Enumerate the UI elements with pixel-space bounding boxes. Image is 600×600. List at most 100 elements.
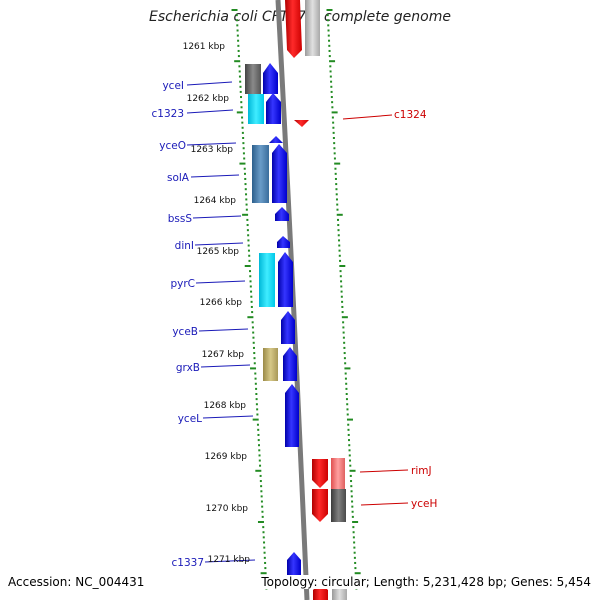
gene-label-c1323[interactable]: c1323 xyxy=(152,108,185,120)
minor-tick xyxy=(260,500,263,503)
minor-tick xyxy=(332,121,335,124)
gene-label-c1337[interactable]: c1337 xyxy=(172,557,205,569)
minor-tick xyxy=(245,193,248,196)
major-tick xyxy=(250,367,257,370)
minor-tick xyxy=(334,177,337,180)
minor-tick xyxy=(238,75,241,78)
gene-label-pyrC[interactable]: pyrC xyxy=(170,278,195,290)
minor-tick xyxy=(340,295,343,298)
scale-label: 1263 kbp xyxy=(191,145,234,155)
minor-tick xyxy=(255,387,258,390)
major-tick xyxy=(341,316,348,319)
minor-tick xyxy=(343,341,346,344)
scale-label: 1262 kbp xyxy=(187,94,230,104)
minor-tick xyxy=(345,393,348,395)
minor-tick xyxy=(349,464,352,467)
gene-label-solA[interactable]: solA xyxy=(167,172,190,184)
minor-tick xyxy=(256,423,259,426)
minor-tick xyxy=(343,352,346,355)
minor-tick xyxy=(252,341,255,344)
minor-tick xyxy=(336,203,339,206)
gene-label-yceH[interactable]: yceH xyxy=(411,498,437,510)
cog-box-yceI xyxy=(245,64,261,94)
minor-tick xyxy=(254,372,257,375)
cog-box-pyrC xyxy=(259,253,275,307)
gene-arrow-grxB xyxy=(283,347,297,381)
scale-label: 1265 kbp xyxy=(197,247,240,257)
minor-tick xyxy=(251,311,254,314)
minor-tick xyxy=(351,500,354,503)
minor-tick xyxy=(328,44,331,47)
minor-tick xyxy=(247,249,250,252)
minor-tick xyxy=(340,280,343,283)
topology-text: Topology: circular; Length: 5,231,428 bp… xyxy=(259,575,591,589)
minor-tick xyxy=(247,239,250,242)
gene-arrow-yceO xyxy=(269,136,283,143)
major-tick xyxy=(236,111,243,114)
minor-tick xyxy=(337,234,340,237)
minor-tick xyxy=(259,474,262,477)
major-tick xyxy=(244,265,251,267)
minor-tick xyxy=(330,96,333,99)
minor-tick xyxy=(334,172,337,175)
major-tick xyxy=(239,162,246,165)
minor-tick xyxy=(346,413,349,416)
minor-tick xyxy=(261,515,264,518)
gene-label-c1324[interactable]: c1324 xyxy=(394,109,427,121)
cog-box-grxB xyxy=(263,348,278,381)
gene-arrow-yceI xyxy=(263,63,278,94)
gene-label-yceO[interactable]: yceO xyxy=(159,140,186,152)
gene-arrow-yceB xyxy=(281,311,295,344)
gene-arrow-yceH xyxy=(312,489,328,522)
minor-tick xyxy=(349,474,352,477)
gene-label-grxB[interactable]: grxB xyxy=(176,362,200,374)
gene-arrow-bssS xyxy=(275,207,289,221)
minor-tick xyxy=(333,147,336,150)
minor-tick xyxy=(240,106,243,109)
minor-tick xyxy=(256,408,259,411)
minor-tick xyxy=(263,556,266,559)
minor-tick xyxy=(341,300,344,303)
minor-tick xyxy=(236,24,239,27)
gene-label-yceI[interactable]: yceI xyxy=(162,80,184,92)
gene-label-rimJ[interactable]: rimJ xyxy=(411,465,432,477)
minor-tick xyxy=(327,34,330,37)
minor-tick xyxy=(251,321,254,324)
minor-tick xyxy=(347,433,350,436)
minor-tick xyxy=(237,55,240,58)
minor-tick xyxy=(247,234,250,237)
cog-box-c1323 xyxy=(248,94,264,124)
minor-tick xyxy=(261,505,264,508)
major-tick xyxy=(260,572,267,575)
minor-tick xyxy=(245,208,248,211)
minor-tick xyxy=(241,116,244,119)
minor-tick xyxy=(239,80,242,83)
major-tick xyxy=(331,111,338,114)
minor-tick xyxy=(246,224,249,227)
gene-label-yceL[interactable]: yceL xyxy=(178,413,202,425)
gene-label-bssS[interactable]: bssS xyxy=(168,213,193,225)
minor-tick xyxy=(339,270,342,273)
minor-tick xyxy=(350,480,353,483)
gene-arrow-pyrC xyxy=(278,252,293,307)
cog-box-solA xyxy=(252,145,269,203)
minor-tick xyxy=(260,490,263,493)
minor-tick xyxy=(331,106,334,109)
minor-tick xyxy=(333,142,336,145)
gene-label-yceB[interactable]: yceB xyxy=(172,326,198,338)
minor-tick xyxy=(354,567,357,570)
minor-tick xyxy=(249,285,252,288)
minor-tick xyxy=(343,346,346,349)
minor-tick xyxy=(329,75,332,78)
minor-tick xyxy=(337,224,340,227)
gene-label-dinI[interactable]: dinI xyxy=(175,240,194,252)
minor-tick xyxy=(335,183,338,186)
minor-tick xyxy=(329,70,332,73)
minor-tick xyxy=(329,65,332,68)
minor-tick xyxy=(335,188,338,191)
minor-tick xyxy=(327,19,330,22)
minor-tick xyxy=(262,531,265,534)
minor-tick xyxy=(335,193,338,196)
scale-label: 1271 kbp xyxy=(208,555,251,565)
minor-tick xyxy=(242,137,245,139)
